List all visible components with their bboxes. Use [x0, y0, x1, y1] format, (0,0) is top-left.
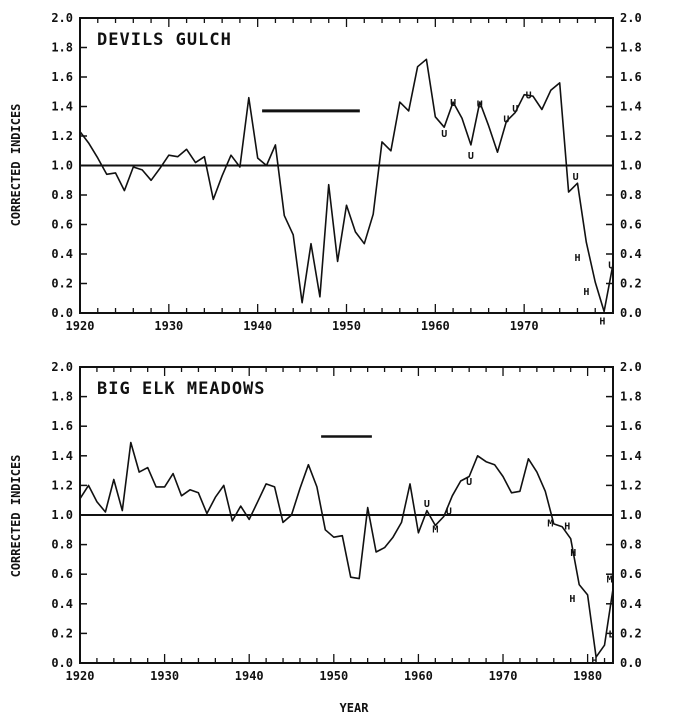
y-tick-label-right: 2.0 — [620, 11, 642, 25]
y-tick-label-right: 0.6 — [620, 567, 642, 581]
y-axis-title: CORRECTED INDICES — [9, 455, 23, 578]
y-tick-label-right: 1.2 — [620, 129, 642, 143]
point-marker: H — [591, 656, 597, 667]
y-tick-label-right: 1.4 — [620, 100, 642, 114]
x-tick-label: 1970 — [489, 669, 518, 683]
x-tick-label: 1920 — [66, 669, 95, 683]
y-tick-label-left: 2.0 — [51, 11, 73, 25]
y-tick-label-right: 0.4 — [620, 247, 642, 261]
y-tick-label-left: 0.2 — [51, 277, 73, 291]
y-tick-label-right: 0.0 — [620, 656, 642, 670]
series-line — [79, 58, 614, 313]
point-marker: U — [450, 98, 456, 109]
y-tick-label-right: 1.0 — [620, 159, 642, 173]
y-tick-label-right: 1.6 — [620, 419, 642, 433]
y-tick-label-right: 0.2 — [620, 626, 642, 640]
panel-title: DEVILS GULCH — [97, 30, 232, 50]
y-tick-label-right: 1.4 — [620, 449, 642, 463]
point-marker: U — [441, 129, 447, 140]
y-tick-label-left: 1.4 — [51, 100, 73, 114]
x-tick-label: 1940 — [243, 319, 272, 333]
y-tick-label-left: 1.0 — [51, 159, 73, 173]
x-tick-label: 1920 — [66, 319, 95, 333]
panel-title: BIG ELK MEADOWS — [97, 379, 266, 399]
x-tick-label: 1980 — [573, 669, 602, 683]
y-tick-label-right: 1.6 — [620, 70, 642, 84]
y-tick-label-right: 0.8 — [620, 188, 642, 202]
y-tick-label-left: 1.6 — [51, 70, 73, 84]
x-tick-label: 1940 — [235, 669, 264, 683]
point-marker: M — [547, 518, 553, 529]
y-tick-label-left: 0.0 — [51, 306, 73, 320]
point-marker: H — [570, 548, 576, 559]
point-marker: L — [608, 629, 614, 640]
point-marker: H — [569, 594, 575, 605]
point-marker: U — [466, 477, 472, 488]
y-tick-label-right: 1.2 — [620, 478, 642, 492]
panel-devils-gulch: DEVILS GULCH CORRECTED INDICES 0.0 0.0 0.2… — [9, 11, 642, 333]
y-tick-label-right: 0.6 — [620, 218, 642, 232]
x-tick-label: 1970 — [510, 319, 539, 333]
point-marker: U — [573, 172, 579, 183]
point-marker: U — [608, 260, 614, 271]
y-tick-label-left: 0.8 — [51, 538, 73, 552]
point-marker: H — [599, 316, 605, 327]
y-tick-label-left: 0.8 — [51, 188, 73, 202]
y-tick-label-right: 0.0 — [620, 306, 642, 320]
y-tick-label-right: 2.0 — [620, 360, 642, 374]
y-tick-label-left: 0.0 — [51, 656, 73, 670]
y-tick-label-right: 0.8 — [620, 538, 642, 552]
point-marker: M — [607, 575, 613, 586]
point-marker: H — [564, 521, 570, 532]
y-tick-label-left: 1.2 — [51, 129, 73, 143]
x-tick-label: 1960 — [421, 319, 450, 333]
y-tick-label-left: 0.4 — [51, 247, 73, 261]
y-tick-label-right: 1.8 — [620, 41, 642, 55]
y-tick-label-left: 1.0 — [51, 508, 73, 522]
x-tick-label: 1930 — [150, 669, 179, 683]
y-tick-label-left: 1.6 — [51, 419, 73, 433]
point-marker: U — [503, 114, 509, 125]
point-marker: U — [468, 151, 474, 162]
y-tick-label-left: 1.8 — [51, 41, 73, 55]
y-tick-label-left: 0.2 — [51, 626, 73, 640]
y-tick-label-left: 0.4 — [51, 597, 73, 611]
point-marker: U — [424, 499, 430, 510]
point-marker: H — [583, 287, 589, 298]
point-marker: U — [526, 91, 532, 102]
y-tick-label-right: 1.8 — [620, 390, 642, 404]
x-tick-label: 1960 — [404, 669, 433, 683]
y-tick-label-left: 1.8 — [51, 390, 73, 404]
y-tick-label-right: 1.0 — [620, 508, 642, 522]
y-tick-label-left: 0.6 — [51, 567, 73, 581]
x-axis-title: YEAR — [340, 701, 370, 715]
point-marker: M — [432, 524, 438, 535]
x-tick-label: 1950 — [319, 669, 348, 683]
panel-big-elk-meadows: BIG ELK MEADOWS CORRECTED INDICES YEAR 0… — [9, 360, 642, 715]
point-marker: U — [477, 100, 483, 111]
point-marker: U — [446, 507, 452, 518]
point-marker: U — [512, 104, 518, 115]
series-line — [79, 441, 614, 658]
y-axis-title: CORRECTED INDICES — [9, 104, 23, 227]
y-tick-label-right: 0.4 — [620, 597, 642, 611]
y-tick-label-left: 2.0 — [51, 360, 73, 374]
y-tick-label-left: 1.4 — [51, 449, 73, 463]
y-tick-label-left: 1.2 — [51, 478, 73, 492]
point-marker: H — [574, 253, 580, 264]
x-tick-label: 1930 — [154, 319, 183, 333]
x-tick-label: 1950 — [332, 319, 361, 333]
y-tick-label-right: 0.2 — [620, 277, 642, 291]
y-tick-label-left: 0.6 — [51, 218, 73, 232]
